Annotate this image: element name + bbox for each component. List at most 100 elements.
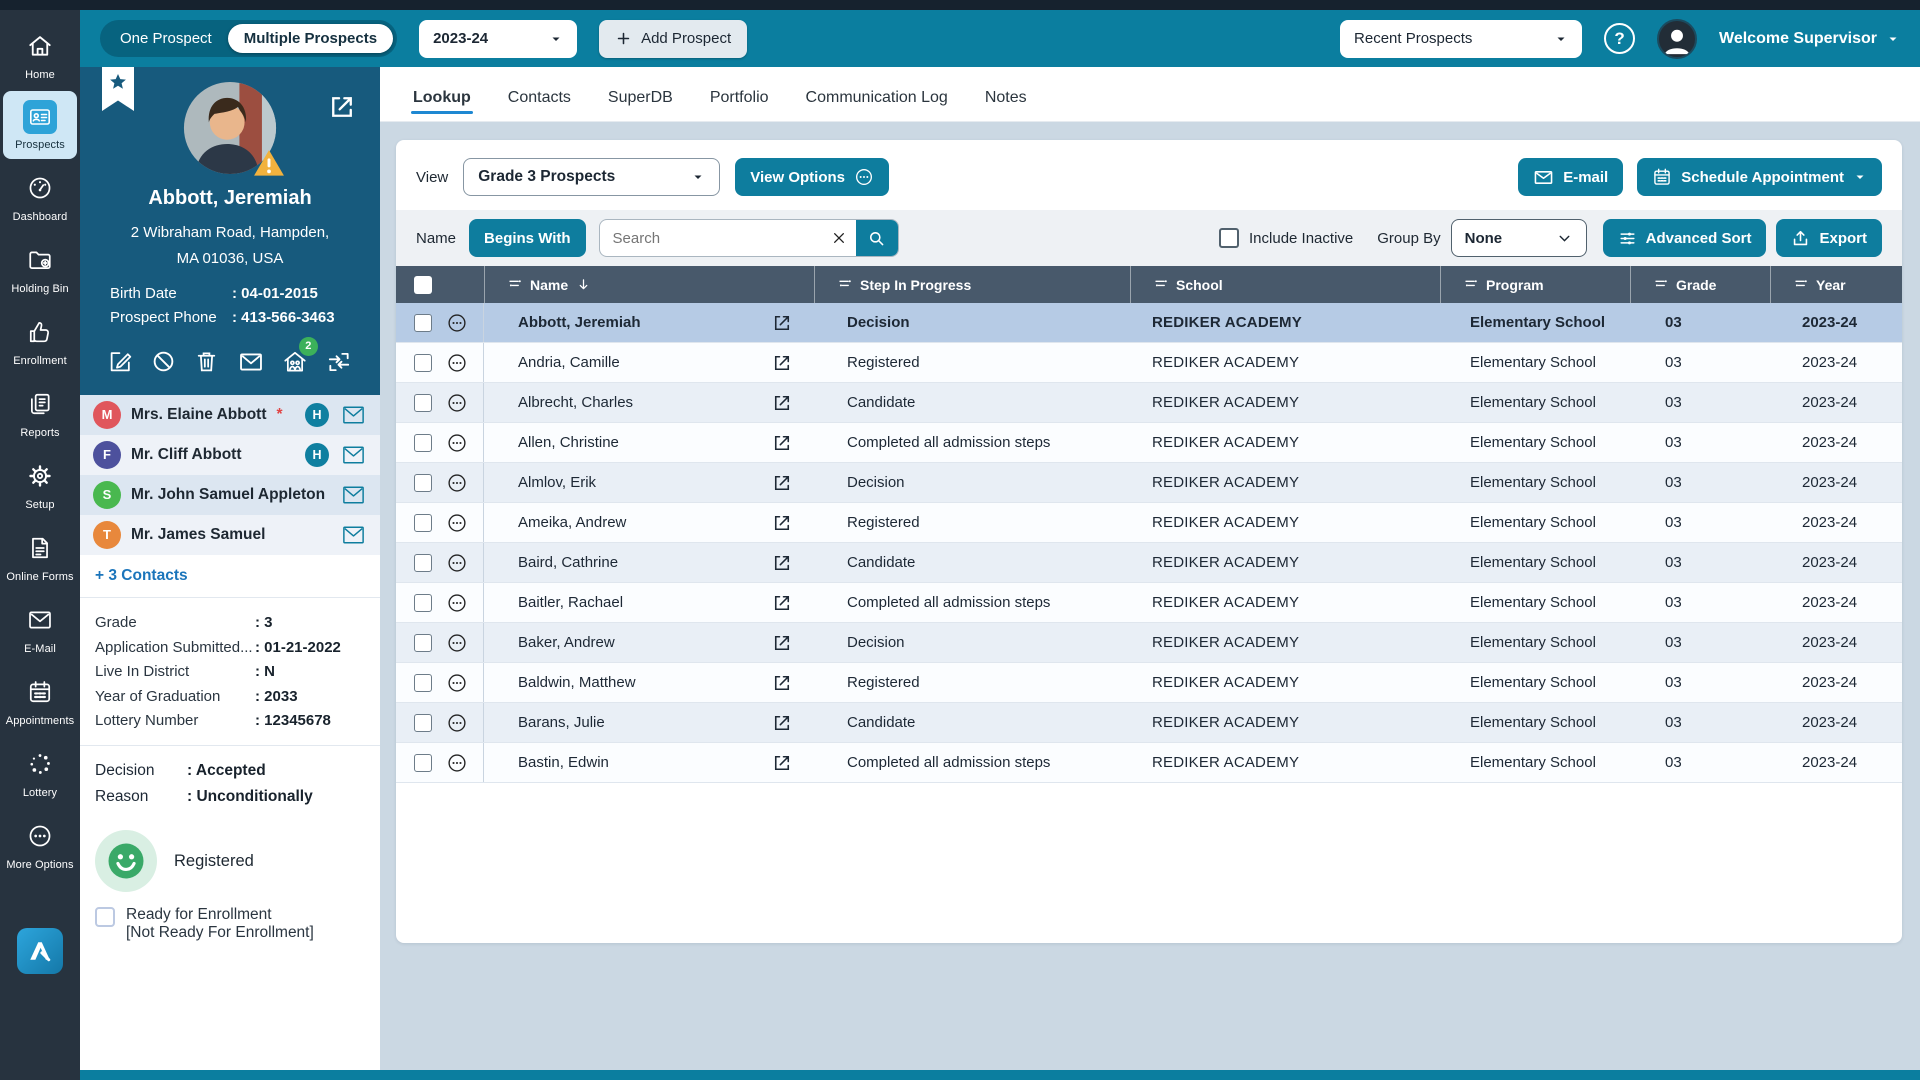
tab-notes[interactable]: Notes [984,89,1027,106]
view-dropdown[interactable]: Grade 3 Prospects [463,158,721,196]
column-header-name[interactable]: Name [484,266,814,303]
add-prospect-button[interactable]: Add Prospect [599,19,748,58]
app-logo[interactable] [17,928,63,974]
table-row[interactable]: Albrecht, Charles Candidate REDIKER ACAD… [396,383,1902,423]
open-record-icon[interactable] [772,553,792,573]
view-options-button[interactable]: View Options [735,158,889,196]
row-checkbox[interactable] [414,473,432,492]
row-checkbox[interactable] [414,433,432,452]
clear-search-icon[interactable] [822,230,856,246]
column-header-program[interactable]: Program [1440,266,1630,303]
sidebar-item-prospects[interactable]: Prospects [3,91,77,159]
export-button[interactable]: Export [1776,219,1882,257]
row-checkbox[interactable] [414,673,432,692]
open-record-icon[interactable] [772,313,792,333]
search-button[interactable] [855,220,898,256]
row-menu-icon[interactable] [446,712,468,734]
table-row[interactable]: Baird, Cathrine Candidate REDIKER ACADEM… [396,543,1902,583]
row-checkbox[interactable] [414,633,432,652]
household-icon[interactable]: 2 [280,336,318,377]
column-header-grade[interactable]: Grade [1630,266,1770,303]
recent-prospects-dropdown[interactable]: Recent Prospects [1340,19,1583,58]
table-row[interactable]: Ameika, Andrew Registered REDIKER ACADEM… [396,503,1902,543]
row-menu-icon[interactable] [446,752,468,774]
contact-email-icon[interactable] [340,484,367,506]
contact-email-icon[interactable] [340,444,367,466]
open-record-icon[interactable] [772,713,792,733]
open-record-icon[interactable] [772,393,792,413]
row-menu-icon[interactable] [446,552,468,574]
begins-with-button[interactable]: Begins With [469,219,586,257]
tab-lookup[interactable]: Lookup [411,73,473,121]
row-checkbox[interactable] [414,553,432,572]
row-checkbox[interactable] [414,713,432,732]
block-icon[interactable] [149,347,178,376]
open-record-icon[interactable] [772,353,792,373]
tab-portfolio[interactable]: Portfolio [709,89,769,106]
toggle-one-prospect[interactable]: One Prospect [120,30,212,47]
user-avatar[interactable] [1657,18,1698,59]
bookmark-star-icon[interactable] [102,67,134,111]
sidebar-item-dashboard[interactable]: Dashboard [3,161,77,231]
row-menu-icon[interactable] [446,432,468,454]
select-all-checkbox[interactable] [414,275,432,294]
sidebar-item-appointments[interactable]: Appointments [3,665,77,735]
row-menu-icon[interactable] [446,472,468,494]
sidebar-item-reports[interactable]: Reports [3,377,77,447]
row-menu-icon[interactable] [446,592,468,614]
row-checkbox[interactable] [414,593,432,612]
open-record-icon[interactable] [772,593,792,613]
column-header-step[interactable]: Step In Progress [814,266,1130,303]
row-checkbox[interactable] [414,753,432,772]
school-year-dropdown[interactable]: 2023-24 [419,19,578,58]
contact-email-icon[interactable] [340,404,367,426]
sidebar-item-setup[interactable]: Setup [3,449,77,519]
table-row[interactable]: Allen, Christine Completed all admission… [396,423,1902,463]
table-row[interactable]: Barans, Julie Candidate REDIKER ACADEMY … [396,703,1902,743]
sidebar-item-more-options[interactable]: More Options [3,809,77,879]
row-menu-icon[interactable] [446,512,468,534]
send-email-icon[interactable] [236,347,266,377]
table-row[interactable]: Almlov, Erik Decision REDIKER ACADEMY El… [396,463,1902,503]
row-menu-icon[interactable] [446,352,468,374]
advanced-sort-button[interactable]: Advanced Sort [1602,219,1767,257]
search-input[interactable] [599,229,822,247]
open-record-icon[interactable] [772,673,792,693]
row-checkbox[interactable] [414,513,432,532]
contact-row[interactable]: T Mr. James Samuel [80,514,380,555]
row-checkbox[interactable] [414,393,432,412]
group-by-dropdown[interactable]: None [1450,219,1587,257]
tab-communication-log[interactable]: Communication Log [805,89,948,106]
ready-checkbox[interactable] [95,907,115,927]
delete-icon[interactable] [192,347,221,376]
table-row[interactable]: Andria, Camille Registered REDIKER ACADE… [396,343,1902,383]
row-menu-icon[interactable] [446,672,468,694]
prospect-photo[interactable] [183,81,284,176]
warning-icon[interactable] [253,149,285,177]
help-button[interactable]: ? [1604,23,1636,54]
include-inactive-checkbox[interactable] [1219,228,1240,248]
transfer-icon[interactable] [324,347,354,377]
open-record-icon[interactable] [772,633,792,653]
contact-email-icon[interactable] [340,524,367,546]
tab-superdb[interactable]: SuperDB [607,89,673,106]
open-record-icon[interactable] [772,473,792,493]
row-menu-icon[interactable] [446,312,468,334]
sidebar-item-holding-bin[interactable]: Holding Bin [3,233,77,303]
table-row[interactable]: Baldwin, Matthew Registered REDIKER ACAD… [396,663,1902,703]
toggle-multiple-prospects[interactable]: Multiple Prospects [227,24,394,53]
sidebar-item-email[interactable]: E-Mail [3,593,77,663]
contact-row[interactable]: M Mrs. Elaine Abbott * H [80,394,380,435]
more-contacts-link[interactable]: + 3 Contacts [80,554,380,597]
contact-row[interactable]: S Mr. John Samuel Appleton [80,474,380,515]
column-header-school[interactable]: School [1130,266,1440,303]
open-record-icon[interactable] [772,513,792,533]
user-menu[interactable]: Welcome Supervisor [1719,30,1900,48]
row-menu-icon[interactable] [446,392,468,414]
sidebar-item-online-forms[interactable]: Online Forms [3,521,77,591]
sidebar-item-enrollment[interactable]: Enrollment [3,305,77,375]
table-row[interactable]: Abbott, Jeremiah Decision REDIKER ACADEM… [396,303,1902,343]
sidebar-item-home[interactable]: Home [3,19,77,89]
table-row[interactable]: Bastin, Edwin Completed all admission st… [396,743,1902,783]
open-record-icon[interactable] [772,433,792,453]
